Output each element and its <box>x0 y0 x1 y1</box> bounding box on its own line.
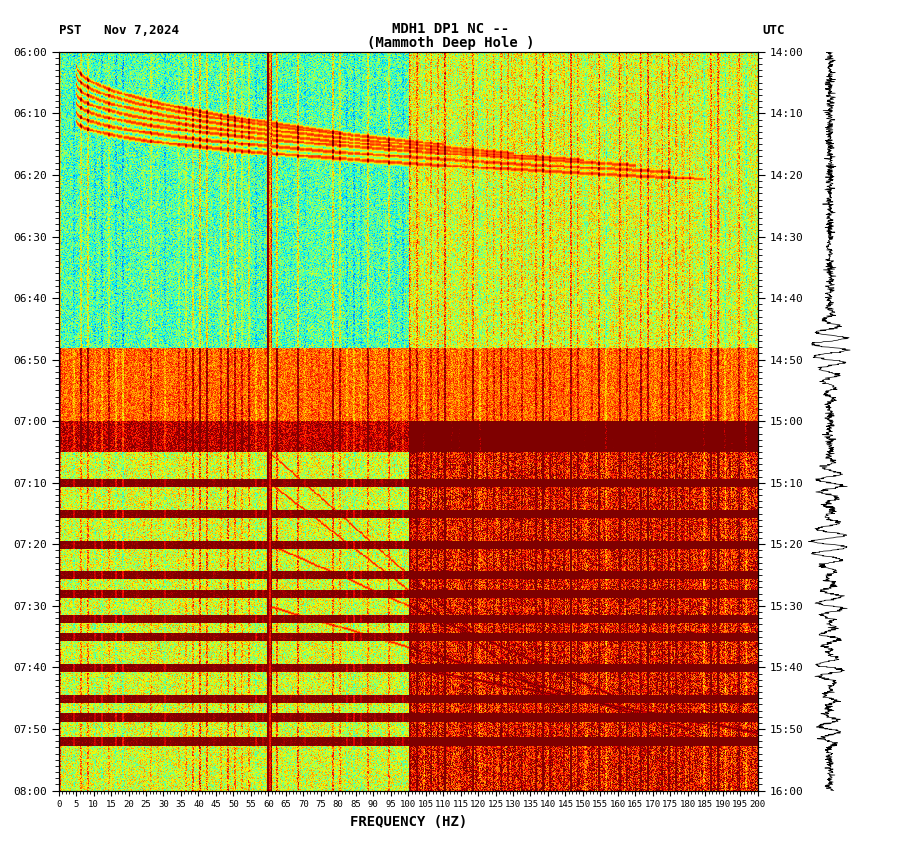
Text: (Mammoth Deep Hole ): (Mammoth Deep Hole ) <box>367 36 535 50</box>
Text: MDH1 DP1 NC --: MDH1 DP1 NC -- <box>392 22 510 35</box>
Text: UTC: UTC <box>762 23 785 37</box>
X-axis label: FREQUENCY (HZ): FREQUENCY (HZ) <box>350 815 466 829</box>
Text: PST   Nov 7,2024: PST Nov 7,2024 <box>59 23 179 37</box>
